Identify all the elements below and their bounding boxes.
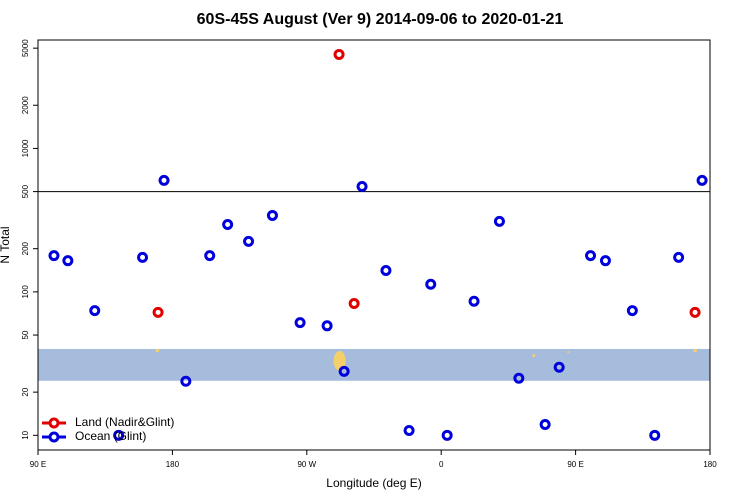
point — [204, 250, 216, 262]
point — [649, 429, 661, 441]
point — [539, 418, 551, 430]
point — [513, 372, 525, 384]
y-tick-label: 20 — [21, 387, 30, 396]
land-shape — [567, 351, 570, 354]
x-tick-label: 90 E — [567, 460, 583, 469]
y-tick-label: 2000 — [21, 96, 30, 114]
point — [266, 209, 278, 221]
point — [321, 320, 333, 332]
x-tick-label: 90 E — [30, 460, 46, 469]
y-tick-label: 10 — [21, 430, 30, 439]
legend-swatch — [48, 417, 60, 429]
point — [403, 425, 415, 437]
point — [137, 251, 149, 263]
point — [425, 278, 437, 290]
point — [222, 218, 234, 230]
point — [113, 429, 125, 441]
y-tick-label: 50 — [21, 330, 30, 339]
legend-label: Ocean (Glint) — [75, 429, 146, 443]
x-tick-label: 180 — [703, 460, 717, 469]
land-shape — [532, 354, 536, 358]
point — [493, 215, 505, 227]
land-shape — [333, 350, 346, 371]
point — [553, 361, 565, 373]
x-tick-label: 0 — [439, 460, 444, 469]
point — [441, 429, 453, 441]
point — [673, 251, 685, 263]
y-axis-label: N Total — [0, 226, 12, 263]
x-axis-label: Longitude (deg E) — [326, 476, 421, 490]
y-tick-label: 1000 — [21, 139, 30, 157]
band — [38, 348, 710, 381]
point — [243, 235, 255, 247]
point — [696, 174, 708, 186]
legend-swatch — [48, 431, 60, 443]
point — [89, 305, 101, 317]
point — [348, 297, 360, 309]
point — [333, 48, 345, 60]
point — [468, 295, 480, 307]
plot-frame — [37, 39, 711, 451]
point — [62, 255, 74, 267]
x-tick-label: 90 W — [297, 460, 316, 469]
y-tick-label: 100 — [21, 285, 30, 299]
point — [599, 255, 611, 267]
y-tick-label: 500 — [21, 184, 30, 198]
point — [380, 264, 392, 276]
point — [356, 180, 368, 192]
chart-title: 60S-45S August (Ver 9) 2014-09-06 to 202… — [197, 11, 564, 28]
point — [338, 365, 350, 377]
y-tick-label: 5000 — [21, 39, 30, 57]
point — [158, 174, 170, 186]
point — [294, 317, 306, 329]
point — [626, 305, 638, 317]
legend-label: Land (Nadir&Glint) — [75, 415, 174, 429]
land-shape — [693, 349, 698, 353]
point — [152, 306, 164, 318]
point — [585, 250, 597, 262]
point — [689, 306, 701, 318]
land-shape — [155, 349, 160, 353]
point — [180, 375, 192, 387]
x-tick-label: 180 — [166, 460, 180, 469]
y-tick-label: 200 — [21, 241, 30, 255]
point — [48, 250, 60, 262]
